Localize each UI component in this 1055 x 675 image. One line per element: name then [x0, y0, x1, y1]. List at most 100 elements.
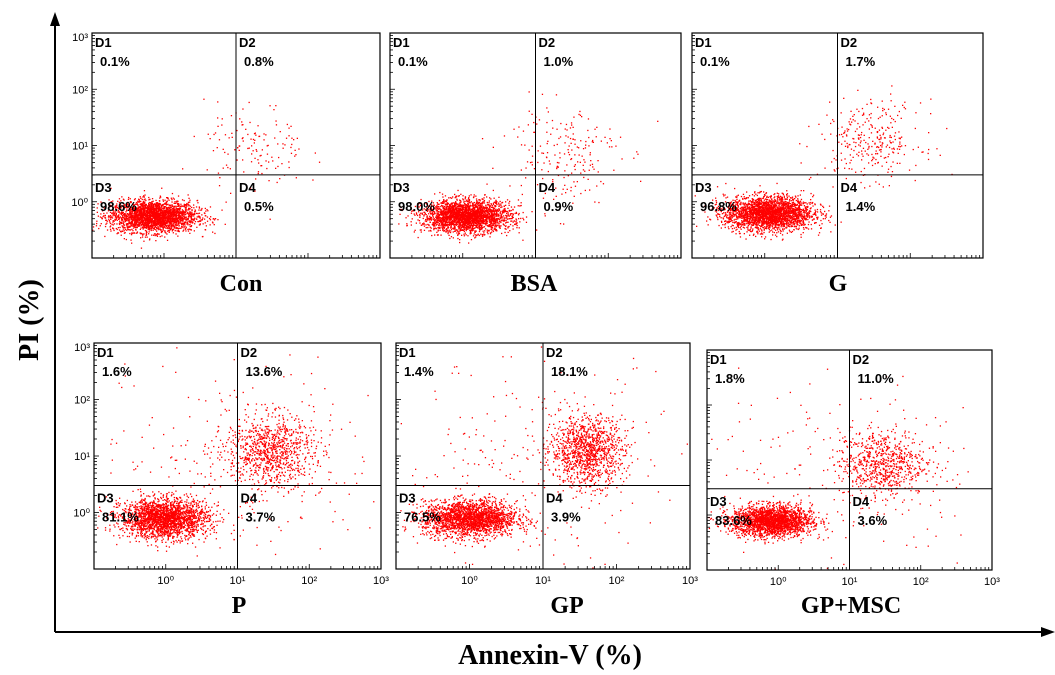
scatter-point	[457, 232, 460, 234]
scatter-point	[180, 215, 182, 217]
scatter-point	[144, 219, 146, 221]
scatter-point	[176, 224, 178, 226]
scatter-point	[443, 226, 445, 228]
scatter-point	[434, 206, 437, 208]
scatter-point	[505, 228, 507, 230]
scatter-point	[158, 233, 160, 235]
scatter-point	[257, 125, 259, 127]
scatter-point	[159, 195, 161, 197]
scatter-point	[467, 205, 469, 207]
scatter-point	[421, 209, 424, 211]
scatter-point	[164, 222, 166, 225]
scatter-point	[486, 204, 489, 206]
scatter-point	[496, 209, 498, 212]
scatter-point	[167, 209, 169, 211]
scatter-point	[224, 151, 226, 154]
scatter-point	[120, 234, 122, 236]
scatter-point	[135, 216, 137, 219]
scatter-point	[511, 217, 513, 220]
scatter-point	[451, 206, 454, 209]
scatter-point	[113, 223, 116, 225]
scatter-point	[238, 145, 240, 147]
scatter-point	[168, 207, 170, 209]
scatter-point	[491, 221, 493, 223]
scatter-point	[194, 221, 197, 223]
scatter-point	[159, 217, 161, 219]
scatter-point	[173, 206, 175, 208]
scatter-point	[463, 216, 465, 218]
scatter-point	[448, 218, 450, 221]
scatter-point	[137, 224, 139, 226]
scatter-point	[124, 215, 126, 217]
scatter-point	[115, 227, 117, 230]
scatter-point	[132, 230, 134, 232]
scatter-point	[178, 220, 180, 222]
scatter-point	[147, 219, 149, 222]
scatter-point	[149, 205, 151, 207]
scatter-point	[159, 225, 161, 227]
scatter-point	[162, 212, 165, 214]
scatter-point	[159, 203, 161, 205]
scatter-point	[136, 224, 138, 226]
scatter-point	[124, 228, 126, 231]
scatter-point	[161, 187, 163, 189]
scatter-point	[143, 199, 145, 201]
scatter-point	[113, 229, 115, 232]
scatter-point	[161, 219, 164, 222]
scatter-point	[474, 224, 476, 226]
scatter-point	[131, 232, 133, 235]
scatter-point	[445, 203, 447, 205]
scatter-point	[496, 204, 498, 206]
scatter-point	[146, 236, 148, 238]
scatter-point	[135, 209, 137, 211]
scatter-point	[510, 209, 512, 212]
scatter-point	[494, 206, 496, 208]
scatter-point	[183, 229, 185, 231]
scatter-point	[433, 221, 435, 223]
scatter-point	[511, 220, 513, 222]
scatter-point	[159, 223, 162, 225]
scatter-point	[462, 199, 465, 201]
scatter-point	[166, 200, 168, 202]
scatter-point	[468, 207, 470, 209]
scatter-point	[429, 208, 431, 210]
scatter-point	[176, 220, 178, 222]
scatter-point	[465, 205, 467, 207]
scatter-point	[188, 228, 190, 230]
scatter-point	[500, 221, 502, 224]
scatter-point	[193, 215, 195, 217]
scatter-point	[164, 214, 167, 217]
scatter-point	[430, 207, 432, 209]
scatter-point	[161, 215, 163, 217]
scatter-point	[450, 218, 452, 221]
scatter-point	[171, 225, 173, 227]
scatter-point	[163, 215, 165, 217]
scatter-point	[151, 201, 153, 203]
scatter-point	[437, 227, 439, 229]
scatter-point	[474, 217, 476, 219]
scatter-point	[183, 203, 185, 205]
scatter-point	[263, 133, 265, 135]
scatter-point	[184, 218, 186, 220]
scatter-point	[478, 220, 480, 222]
scatter-point	[154, 210, 156, 212]
scatter-point	[147, 228, 149, 231]
scatter-point	[164, 212, 166, 214]
scatter-point	[108, 218, 110, 220]
scatter-point	[174, 209, 176, 211]
scatter-point	[249, 121, 251, 124]
scatter-point	[437, 234, 439, 236]
scatter-point	[181, 217, 183, 219]
scatter-point	[490, 218, 492, 221]
scatter-point	[429, 210, 431, 212]
scatter-point	[183, 205, 186, 207]
scatter-point	[119, 222, 121, 224]
scatter-point	[229, 168, 231, 170]
scatter-point	[200, 220, 202, 222]
scatter-point	[128, 207, 130, 209]
scatter-point	[164, 211, 166, 213]
scatter-point	[519, 205, 521, 207]
scatter-point	[169, 223, 171, 225]
scatter-point	[159, 221, 161, 223]
scatter-point	[491, 226, 494, 228]
